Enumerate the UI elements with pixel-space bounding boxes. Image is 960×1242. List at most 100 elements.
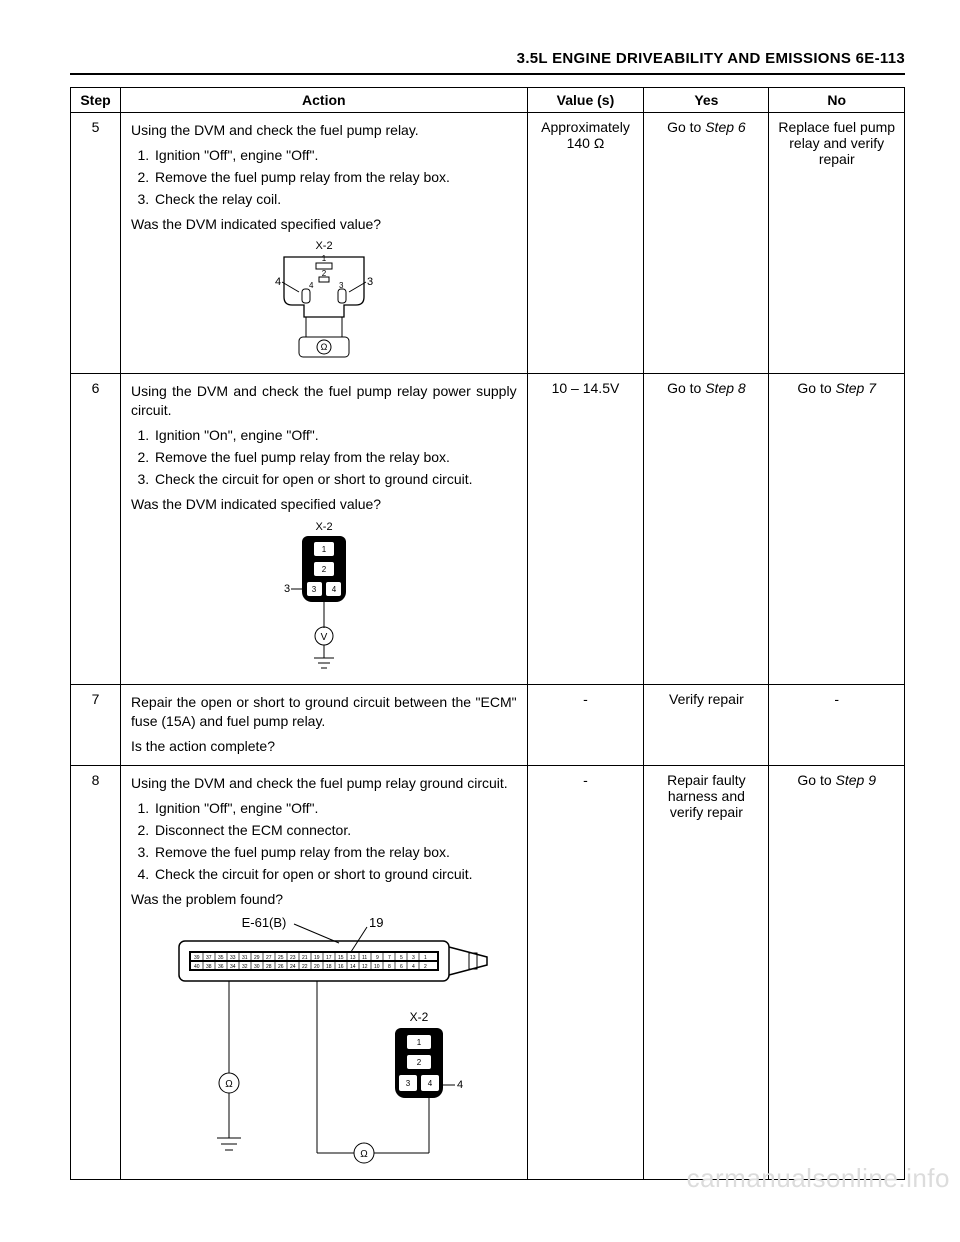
table-row-6: 6 Using the DVM and check the fuel pump … xyxy=(71,374,905,684)
step-number: 6 xyxy=(71,374,121,684)
pin-3-label: 3 xyxy=(284,583,290,595)
table-row-7: 7 Repair the open or short to ground cir… xyxy=(71,684,905,766)
svg-text:16: 16 xyxy=(338,964,344,970)
yes-cell: Go to Step 6 xyxy=(644,113,769,374)
pin-4-inner: 4 xyxy=(309,281,314,290)
step-number: 7 xyxy=(71,684,121,766)
list-item: Ignition "Off", engine "Off". xyxy=(153,799,517,818)
svg-text:4: 4 xyxy=(412,964,415,970)
pin-2-label: 2 xyxy=(322,269,327,278)
pin-3-inner: 3 xyxy=(339,281,344,290)
action-question: Is the action complete? xyxy=(131,737,517,756)
yes-step: Step 8 xyxy=(705,380,745,396)
action-question: Was the problem found? xyxy=(131,890,517,909)
svg-text:37: 37 xyxy=(206,955,212,961)
svg-text:9: 9 xyxy=(376,955,379,961)
ecm-relay-diagram: E-61(B) 19 xyxy=(139,913,509,1173)
yes-step: Step 6 xyxy=(705,119,745,135)
diagnostic-table: Step Action Value (s) Yes No 5 Using the… xyxy=(70,87,905,1180)
yes-cell: Verify repair xyxy=(644,684,769,766)
page: 3.5L ENGINE DRIVEABILITY AND EMISSIONS 6… xyxy=(0,0,960,1200)
relay-volt-diagram: X-2 1 2 3 4 xyxy=(244,518,404,678)
pin2: 2 xyxy=(417,1058,422,1067)
svg-text:28: 28 xyxy=(266,964,272,970)
pin1: 1 xyxy=(417,1038,422,1047)
svg-text:35: 35 xyxy=(218,955,224,961)
step-number: 8 xyxy=(71,766,121,1179)
ohm-icon: Ω xyxy=(360,1149,368,1160)
relay-label: X-2 xyxy=(409,1010,428,1024)
connector-label: X-2 xyxy=(315,521,332,533)
value-cell: 10 – 14.5V xyxy=(527,374,644,684)
svg-text:11: 11 xyxy=(362,955,367,961)
svg-text:29: 29 xyxy=(254,955,260,961)
action-cell: Using the DVM and check the fuel pump re… xyxy=(121,374,528,684)
list-item: Remove the fuel pump relay from the rela… xyxy=(153,843,517,862)
volt-icon: V xyxy=(320,632,327,643)
col-action: Action xyxy=(121,88,528,113)
svg-text:14: 14 xyxy=(350,964,356,970)
svg-text:2: 2 xyxy=(424,964,427,970)
pin-3-label: 3 xyxy=(367,276,373,288)
svg-text:34: 34 xyxy=(230,964,236,970)
yes-cell: Repair faulty harness and verify repair xyxy=(644,766,769,1179)
list-item: Check the relay coil. xyxy=(153,190,517,209)
list-item: Disconnect the ECM connector. xyxy=(153,821,517,840)
table-header-row: Step Action Value (s) Yes No xyxy=(71,88,905,113)
list-item: Ignition "Off", engine "Off". xyxy=(153,146,517,165)
action-cell: Using the DVM and check the fuel pump re… xyxy=(121,766,528,1179)
svg-text:24: 24 xyxy=(290,964,296,970)
svg-text:31: 31 xyxy=(242,955,248,961)
action-cell: Using the DVM and check the fuel pump re… xyxy=(121,113,528,374)
diagram-step5: X-2 1 2 4 xyxy=(131,237,517,367)
action-cell: Repair the open or short to ground circu… xyxy=(121,684,528,766)
svg-text:23: 23 xyxy=(290,955,296,961)
action-lead: Using the DVM and check the fuel pump re… xyxy=(131,121,517,140)
svg-text:36: 36 xyxy=(218,964,224,970)
svg-text:19: 19 xyxy=(314,955,320,961)
svg-text:7: 7 xyxy=(388,955,391,961)
page-header-title: 3.5L ENGINE DRIVEABILITY AND EMISSIONS 6… xyxy=(70,50,905,67)
pin-4-label: 4 xyxy=(275,276,281,288)
action-question: Was the DVM indicated specified value? xyxy=(131,215,517,234)
table-row-5: 5 Using the DVM and check the fuel pump … xyxy=(71,113,905,374)
pin2: 2 xyxy=(322,565,327,574)
value-line1: Approximately xyxy=(541,119,630,135)
pin-4-label: 4 xyxy=(457,1079,463,1091)
list-item: Check the circuit for open or short to g… xyxy=(153,470,517,489)
no-prefix: Go to xyxy=(797,380,835,396)
no-prefix: Go to xyxy=(797,772,835,788)
svg-text:15: 15 xyxy=(338,955,344,961)
pin4: 4 xyxy=(428,1079,433,1088)
no-cell: Go to Step 9 xyxy=(769,766,905,1179)
svg-text:27: 27 xyxy=(266,955,272,961)
action-lead: Using the DVM and check the fuel pump re… xyxy=(131,774,517,793)
svg-text:13: 13 xyxy=(350,955,356,961)
svg-text:40: 40 xyxy=(194,964,200,970)
svg-text:26: 26 xyxy=(278,964,284,970)
svg-text:39: 39 xyxy=(194,955,200,961)
svg-text:22: 22 xyxy=(302,964,308,970)
pin4: 4 xyxy=(332,585,337,594)
svg-text:17: 17 xyxy=(326,955,332,961)
list-item: Check the circuit for open or short to g… xyxy=(153,865,517,884)
ohm-icon: Ω xyxy=(320,342,327,352)
connector-label: X-2 xyxy=(315,240,332,252)
svg-text:3: 3 xyxy=(412,955,415,961)
svg-text:20: 20 xyxy=(314,964,320,970)
no-step: Step 9 xyxy=(836,772,876,788)
action-list: Ignition "Off", engine "Off". Remove the… xyxy=(131,146,517,209)
svg-text:38: 38 xyxy=(206,964,212,970)
list-item: Remove the fuel pump relay from the rela… xyxy=(153,448,517,467)
pin-1-label: 1 xyxy=(322,254,327,263)
list-item: Remove the fuel pump relay from the rela… xyxy=(153,168,517,187)
action-list: Ignition "On", engine "Off". Remove the … xyxy=(131,426,517,489)
table-row-8: 8 Using the DVM and check the fuel pump … xyxy=(71,766,905,1179)
col-no: No xyxy=(769,88,905,113)
svg-text:12: 12 xyxy=(362,964,368,970)
svg-text:30: 30 xyxy=(254,964,260,970)
col-step: Step xyxy=(71,88,121,113)
svg-text:10: 10 xyxy=(374,964,380,970)
no-cell: Go to Step 7 xyxy=(769,374,905,684)
relay-ohm-diagram: X-2 1 2 4 xyxy=(239,237,409,367)
